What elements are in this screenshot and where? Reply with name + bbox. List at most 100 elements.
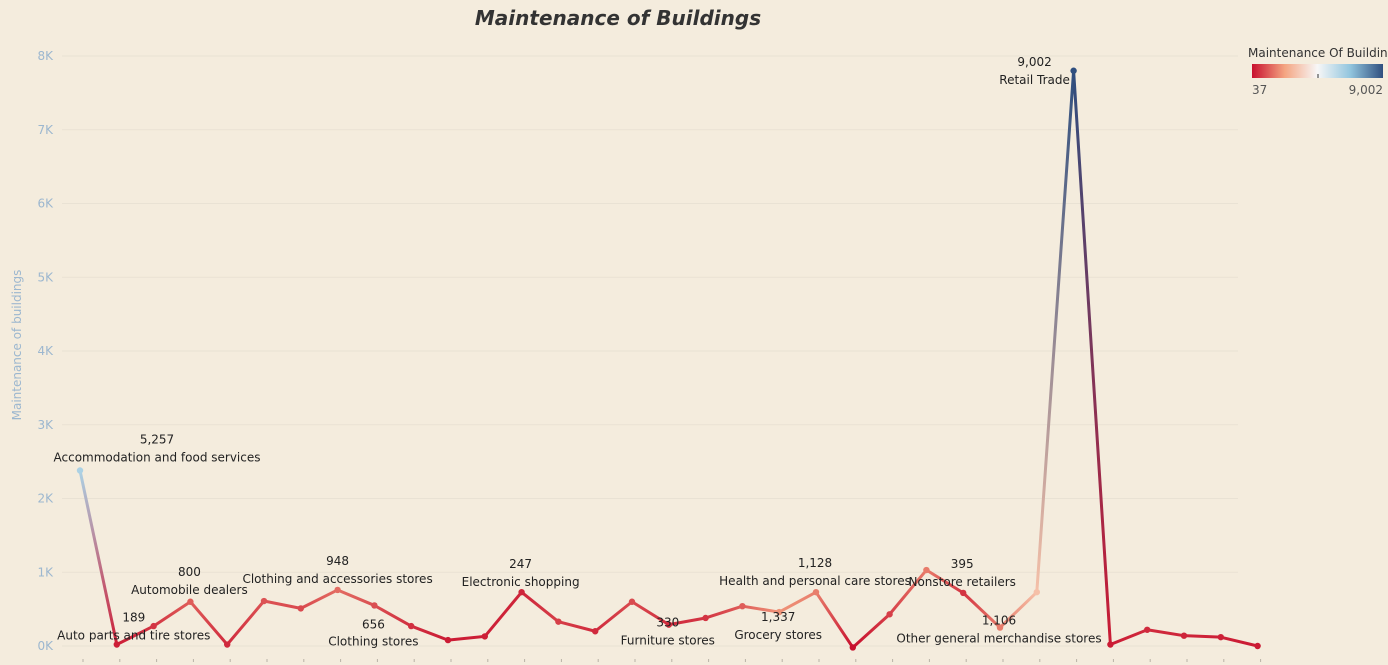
data-point[interactable] bbox=[1180, 632, 1188, 639]
y-tick-label: 0K bbox=[37, 639, 54, 653]
mark-value-label: 330 bbox=[656, 616, 679, 630]
mark-category-label: Health and personal care stores bbox=[719, 574, 911, 588]
data-point[interactable] bbox=[371, 602, 378, 609]
series-line-segment bbox=[1108, 628, 1149, 647]
data-point[interactable] bbox=[849, 644, 856, 651]
series-line-segment bbox=[520, 590, 560, 624]
data-point[interactable] bbox=[1254, 642, 1261, 650]
mark-category-label: Nonstore retailers bbox=[908, 575, 1015, 589]
data-point[interactable] bbox=[1070, 67, 1077, 74]
data-point[interactable] bbox=[776, 608, 783, 616]
mark-category-label: Retail Trade bbox=[999, 73, 1070, 87]
mark-value-label: 800 bbox=[178, 565, 201, 579]
series-line-segment bbox=[924, 568, 965, 595]
mark-labels: 5,257 Accommodation and food services 189 A… bbox=[54, 55, 1102, 649]
mark-value-label: 189 bbox=[122, 611, 145, 625]
series-line-segment bbox=[446, 634, 487, 642]
data-point[interactable] bbox=[886, 611, 893, 618]
mark-category-label: Clothing and accessories stores bbox=[242, 572, 432, 586]
data-point[interactable] bbox=[76, 467, 84, 474]
data-point[interactable] bbox=[960, 589, 967, 597]
data-point[interactable] bbox=[812, 588, 820, 596]
data-point[interactable] bbox=[444, 636, 452, 644]
mark-category-label: Furniture stores bbox=[621, 634, 715, 648]
y-tick-label: 7K bbox=[37, 123, 54, 137]
series-line-segment bbox=[740, 604, 781, 614]
mark-category-label: Electronic shopping bbox=[462, 575, 580, 589]
legend-max-label: 9,002 bbox=[1349, 83, 1383, 97]
series-line-segment bbox=[188, 600, 229, 647]
series-line-segment bbox=[814, 590, 855, 649]
data-point[interactable] bbox=[224, 641, 231, 648]
y-tick-label: 6K bbox=[37, 197, 54, 211]
mark-category-label: Automobile dealers bbox=[131, 583, 248, 597]
series-line-segment bbox=[1035, 69, 1076, 594]
series-line-segment bbox=[262, 599, 303, 610]
data-point[interactable] bbox=[518, 588, 525, 596]
legend-title: Maintenance Of Buildin.. bbox=[1248, 46, 1388, 60]
mark-category-label: Other general merchandise stores bbox=[896, 632, 1101, 646]
legend-min-label: 37 bbox=[1252, 83, 1267, 97]
data-point[interactable] bbox=[923, 566, 930, 574]
data-point[interactable] bbox=[334, 586, 341, 594]
data-point[interactable] bbox=[113, 641, 121, 648]
mark-value-label: 395 bbox=[951, 557, 974, 571]
x-axis-ticks bbox=[82, 659, 1262, 662]
series-line-segment bbox=[630, 600, 671, 627]
y-tick-label: 1K bbox=[37, 565, 54, 579]
data-point[interactable] bbox=[702, 614, 709, 622]
series-line-segment bbox=[1182, 634, 1223, 639]
data-point[interactable] bbox=[1107, 641, 1114, 648]
mark-value-label: 9,002 bbox=[1017, 55, 1051, 69]
y-tick-label: 4K bbox=[37, 344, 54, 358]
series-points bbox=[76, 67, 1261, 651]
mark-value-label: 1,128 bbox=[798, 556, 832, 570]
series-line-segment bbox=[667, 616, 708, 627]
data-point[interactable] bbox=[150, 622, 157, 630]
mark-value-label: 1,106 bbox=[982, 614, 1016, 628]
data-point[interactable] bbox=[1217, 633, 1225, 641]
data-point[interactable] bbox=[408, 622, 415, 630]
data-point[interactable] bbox=[628, 598, 636, 605]
y-axis-label: Maintenance of buildings bbox=[10, 270, 24, 421]
series-line-segment bbox=[704, 604, 744, 620]
series-line bbox=[78, 69, 1260, 649]
legend-color-ramp bbox=[1252, 64, 1383, 78]
series-line-segment bbox=[115, 624, 156, 647]
y-tick-label: 5K bbox=[37, 270, 54, 284]
data-point[interactable] bbox=[260, 597, 268, 605]
data-point[interactable] bbox=[481, 633, 488, 640]
data-point[interactable] bbox=[187, 598, 194, 605]
series-line-segment bbox=[888, 568, 928, 616]
mark-value-label: 948 bbox=[326, 554, 349, 568]
series-line-segment bbox=[556, 620, 597, 633]
color-legend[interactable]: Maintenance Of Buildin.. 37 9,002 bbox=[1248, 46, 1388, 97]
y-axis-ticks: 0K 1K 2K 3K 4K 5K 6K 7K 8K bbox=[37, 49, 54, 653]
y-tick-label: 8K bbox=[37, 49, 54, 63]
mark-value-label: 247 bbox=[509, 557, 532, 571]
data-point[interactable] bbox=[592, 628, 599, 635]
series-line-segment bbox=[409, 624, 450, 642]
data-point[interactable] bbox=[297, 605, 304, 612]
data-point[interactable] bbox=[739, 602, 746, 610]
y-tick-label: 2K bbox=[37, 492, 54, 506]
series-line-segment bbox=[1219, 635, 1260, 648]
series-line-segment bbox=[152, 600, 192, 628]
series-line-segment bbox=[1145, 628, 1186, 638]
series-line-segment bbox=[961, 591, 1002, 630]
data-point[interactable] bbox=[1033, 588, 1041, 596]
mark-category-label: Auto parts and tire stores bbox=[57, 629, 210, 643]
mark-category-label: Grocery stores bbox=[734, 628, 822, 642]
mark-category-label: Clothing stores bbox=[328, 634, 418, 648]
data-point[interactable] bbox=[996, 624, 1004, 631]
data-point[interactable] bbox=[665, 621, 672, 628]
data-point[interactable] bbox=[555, 618, 562, 625]
chart-title: Maintenance of Buildings bbox=[475, 6, 761, 30]
series-line-segment bbox=[372, 603, 413, 628]
data-point[interactable] bbox=[1144, 626, 1151, 633]
series-line-segment bbox=[777, 590, 818, 614]
series-line-segment bbox=[593, 600, 634, 633]
series-line-segment bbox=[336, 588, 376, 607]
series-line-segment bbox=[998, 590, 1039, 630]
